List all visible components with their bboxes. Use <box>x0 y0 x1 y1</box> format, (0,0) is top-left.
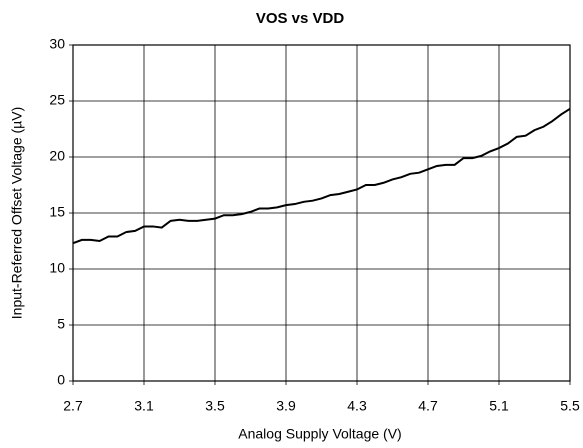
y-axis-label: Input-Referred Offset Voltage (µV) <box>9 107 25 319</box>
x-tick-label: 3.9 <box>276 398 296 414</box>
y-tick-label: 20 <box>49 148 65 164</box>
y-tick-label: 25 <box>49 92 65 108</box>
x-axis-label: Analog Supply Voltage (V) <box>238 426 401 442</box>
x-tick-label: 4.3 <box>347 398 367 414</box>
y-tick-label: 0 <box>57 372 65 388</box>
x-tick-label: 2.7 <box>63 398 83 414</box>
x-tick-label: 4.7 <box>418 398 438 414</box>
x-tick-label: 5.1 <box>489 398 509 414</box>
y-tick-label: 10 <box>49 260 65 276</box>
x-tick-label: 3.5 <box>205 398 225 414</box>
y-tick-label: 5 <box>57 316 65 332</box>
x-tick-label: 5.5 <box>560 398 580 414</box>
data-line <box>72 107 571 245</box>
x-tick-label: 3.1 <box>134 398 154 414</box>
y-tick-label: 15 <box>49 204 65 220</box>
plot-border <box>72 44 571 382</box>
y-tick-label: 30 <box>49 36 65 52</box>
chart-title: VOS vs VDD <box>256 10 345 27</box>
